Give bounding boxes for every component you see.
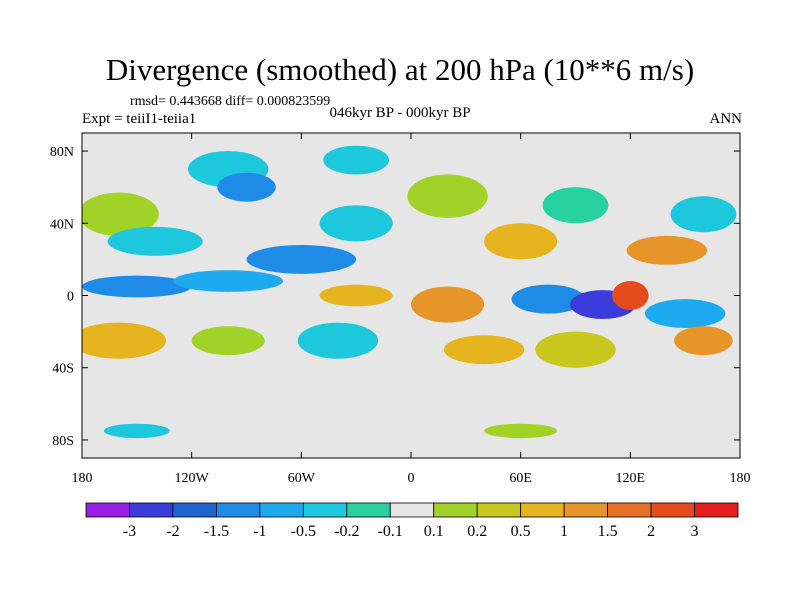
colorbar-swatch: [563, 502, 609, 518]
divergence-region: [542, 187, 609, 224]
colorbar-label: 2: [647, 523, 655, 540]
divergence-region: [443, 335, 525, 365]
season-label: ANN: [709, 111, 743, 127]
colorbar-swatch: [389, 502, 435, 518]
colorbar-label: -3: [123, 523, 136, 540]
divergence-region: [297, 322, 379, 359]
colorbar-label: 1: [560, 523, 568, 540]
lon-tick-label: 180: [730, 471, 751, 486]
colorbar-swatch: [607, 502, 652, 518]
colorbar-swatch: [433, 502, 478, 518]
colorbar-label: 0.2: [467, 523, 487, 540]
divergence-region: [674, 326, 733, 356]
divergence-region: [511, 284, 585, 314]
stats-text: rmsd= 0.443668 diff= 0.000823599: [130, 94, 331, 109]
lat-tick-label: 40S: [52, 362, 74, 377]
colorbar-label: -1: [253, 523, 266, 540]
divergence-region: [246, 244, 357, 274]
colorbar-label: -2: [166, 523, 179, 540]
experiment-label: Expt = teiiI1-teiia1: [82, 111, 197, 127]
lon-tick-label: 60E: [509, 471, 532, 486]
lon-tick-label: 60W: [288, 471, 316, 486]
map-axes: 180 120W 60W 0 60E 120E 180 80N 40N 0 40S 80S: [50, 133, 751, 486]
divergence-region: [407, 174, 488, 218]
colorbar-swatch: [694, 502, 739, 518]
lat-tick-label: 80N: [50, 145, 74, 160]
colorbar-label: -0.1: [378, 523, 403, 540]
divergence-region: [644, 299, 726, 328]
lon-tick-label: 120E: [616, 471, 646, 486]
colorbar-label: -1.5: [204, 523, 229, 540]
lon-tick-label: 180: [72, 471, 93, 486]
period-label: 046kyr BP - 000kyr BP: [329, 105, 471, 121]
colorbar-label: 0.1: [424, 523, 444, 540]
colorbar-swatch: [172, 502, 217, 518]
colorbar-label: 1.5: [598, 523, 618, 540]
colorbar-label: -0.5: [291, 523, 316, 540]
divergence-region: [670, 196, 737, 233]
lon-tick-label: 0: [408, 471, 415, 486]
colorbar-swatch: [302, 502, 348, 518]
divergence-region: [319, 205, 393, 242]
colorbar-label: 3: [691, 523, 699, 540]
divergence-region: [411, 286, 485, 323]
divergence-region: [82, 322, 167, 359]
colorbar-swatch: [85, 502, 130, 518]
divergence-region: [626, 235, 708, 265]
divergence-region: [484, 423, 558, 439]
colorbar-label: -0.2: [334, 523, 359, 540]
lon-tick-label: 120W: [175, 471, 210, 486]
divergence-region: [191, 326, 265, 356]
lat-tick-label: 80S: [52, 434, 74, 449]
divergence-region: [103, 423, 170, 439]
colorbar-swatch: [215, 502, 261, 518]
colorbar-swatch: [346, 502, 391, 518]
divergence-region: [107, 226, 203, 256]
colorbar-label: 0.5: [511, 523, 531, 540]
lat-tick-label: 0: [67, 290, 74, 305]
colorbar-swatch: [129, 502, 174, 518]
divergence-region: [82, 275, 192, 298]
colorbar-swatch: [259, 502, 304, 518]
divergence-region: [323, 145, 390, 175]
divergence-region: [612, 281, 649, 310]
colorbar: -3 -2 -1.5 -1 -0.5 -0.2 -0.1 0.1 0.2 0.5 1 1.5 2 3: [85, 502, 739, 540]
divergence-region: [173, 270, 284, 292]
divergence-region: [535, 331, 616, 368]
divergence-region: [82, 192, 159, 236]
colorbar-swatch: [476, 502, 522, 518]
colorbar-swatch: [650, 502, 695, 518]
divergence-region: [217, 172, 276, 202]
chart-title: Divergence (smoothed) at 200 hPa (10**6 …: [105, 52, 695, 87]
lat-tick-label: 40N: [50, 217, 74, 232]
divergence-region: [484, 223, 558, 260]
divergence-region: [319, 284, 393, 307]
map-area: [82, 133, 740, 458]
colorbar-swatch: [520, 502, 565, 518]
